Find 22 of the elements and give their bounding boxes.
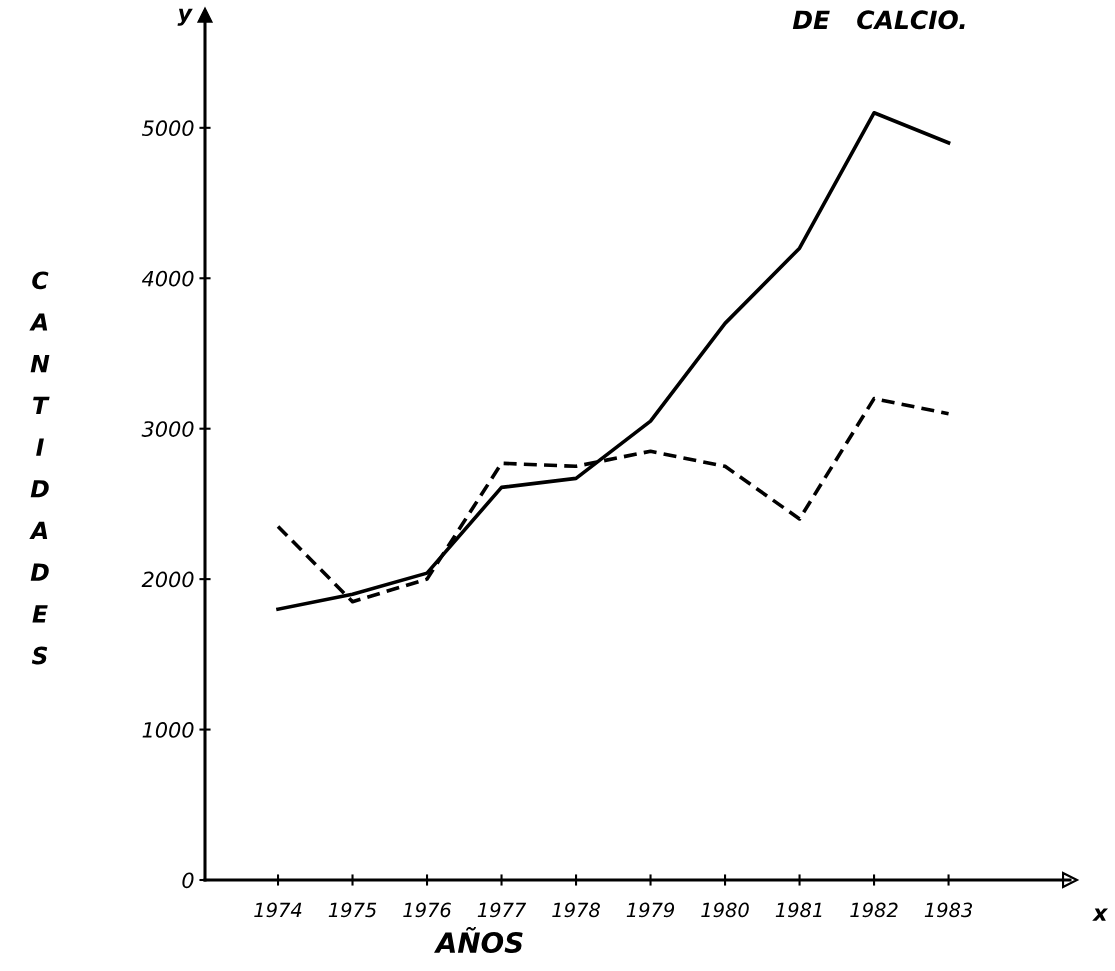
- line-series: [276, 110, 951, 612]
- y-tick-label: 1000: [142, 722, 194, 738]
- x-tick-label: 1974: [254, 902, 302, 918]
- text: y: [177, 8, 193, 26]
- x-tick-label: 1979: [626, 902, 675, 918]
- y-tick-label: 0: [182, 872, 194, 889]
- y-tick-label: 5000: [141, 120, 194, 137]
- x-tick-label: 1976: [403, 902, 451, 918]
- x-tick-label: 1977: [477, 902, 527, 918]
- x-tick-label: 1982: [850, 902, 898, 918]
- text: CANTIDADES: [29, 271, 50, 665]
- y-tick-label: 2000: [141, 571, 194, 588]
- y-tick-label: 4000: [141, 270, 194, 287]
- x-axis-title: AÑOS: [434, 926, 523, 954]
- x-tick-label: 1983: [924, 902, 973, 918]
- y-tick-label: 3000: [141, 421, 194, 437]
- x-tick-label: 1980: [701, 902, 749, 918]
- text: x: [1092, 908, 1109, 921]
- x-tick-label: 1981: [775, 902, 822, 918]
- x-tick-label: 1978: [552, 902, 600, 918]
- chart-title: DE CALCIO.: [792, 10, 965, 30]
- x-tick-label: 1975: [328, 902, 377, 918]
